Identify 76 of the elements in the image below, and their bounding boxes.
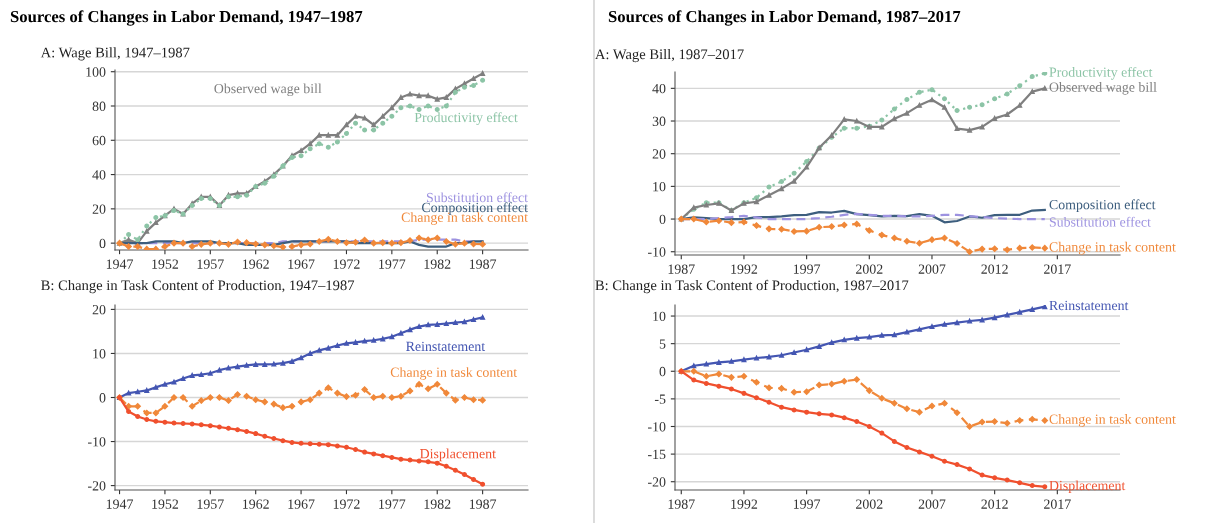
y-tick-label: 10 [653, 311, 666, 321]
chart-subtitle: A: Wage Bill, 1987–2017 [595, 48, 744, 63]
series-label: Observed wage bill [1049, 82, 1157, 95]
x-tick-label: 1992 [731, 264, 758, 274]
x-tick-label: 2002 [856, 499, 883, 509]
series-label: Displacement [420, 448, 496, 462]
y-tick-label: 60 [92, 135, 106, 146]
y-tick-label: 20 [652, 149, 666, 159]
series-label: Substitution effect [1049, 216, 1151, 227]
x-tick-label: 1977 [379, 499, 406, 509]
x-tick-label: 1972 [333, 259, 360, 269]
x-tick-label: 2007 [918, 499, 946, 509]
x-tick-label: 2017 [1044, 264, 1071, 274]
x-tick-label: 1952 [152, 499, 179, 509]
y-tick-label: 10 [93, 349, 106, 359]
chart-subtitle: B: Change in Task Content of Production, 1987–2017 [595, 279, 909, 294]
y-tick-label: 5 [659, 339, 666, 349]
chart-title: Sources of Changes in Labor Demand, 1987–2017 [608, 10, 961, 26]
x-tick-label: 1987 [668, 499, 695, 509]
y-tick-label: 30 [652, 116, 666, 126]
x-tick-label: 1977 [379, 259, 406, 269]
y-tick-label: 0 [99, 238, 106, 249]
x-tick-label: 2002 [856, 264, 883, 274]
y-tick-label: 20 [92, 304, 106, 315]
y-tick-label: 80 [92, 101, 106, 111]
x-tick-label: 1987 [469, 259, 497, 269]
y-tick-label: 40 [652, 83, 666, 94]
x-tick-label: 1967 [288, 499, 315, 509]
y-tick-label: 0 [659, 366, 666, 377]
chart-subtitle: A: Wage Bill, 1947–1987 [40, 47, 190, 61]
y-tick-label: -20 [87, 481, 106, 491]
y-tick-label: 40 [92, 170, 106, 180]
y-tick-label: 20 [92, 204, 106, 214]
y-tick-label: -20 [647, 477, 666, 487]
x-tick-label: 1947 [106, 499, 134, 509]
series-label: Change in task content [1049, 241, 1176, 255]
y-tick-label: -15 [647, 449, 666, 460]
series-label: Productivity effect [414, 112, 518, 125]
x-tick-label: 1967 [288, 259, 315, 269]
series-label: Displacement [1049, 480, 1126, 493]
series-label: Composition effect [1049, 199, 1156, 213]
x-tick-label: 2012 [981, 264, 1008, 274]
x-tick-label: 1987 [668, 264, 695, 274]
x-tick-label: 2007 [918, 264, 946, 274]
y-tick-label: 0 [659, 214, 666, 225]
text: Substitution effect [426, 192, 528, 203]
y-tick-label: -10 [647, 247, 666, 257]
chart-title: Sources of Changes in Labor Demand, 1947–1987 [10, 10, 363, 26]
x-tick-label: 1952 [152, 259, 179, 269]
x-tick-label: 1982 [424, 499, 451, 509]
x-tick-label: 1957 [197, 499, 224, 509]
x-tick-label: 1997 [793, 264, 821, 274]
series-label: Change in task content [1049, 414, 1176, 427]
y-tick-label: -5 [654, 394, 666, 404]
series-label: Productivity effect [1049, 66, 1153, 80]
chart-subtitle: B: Change in Task Content of Production, 1947–1987 [41, 279, 355, 294]
series-label: Reinstatement [406, 341, 486, 352]
x-tick-label: 1957 [197, 259, 224, 269]
x-tick-label: 1987 [469, 499, 497, 509]
x-tick-label: 1947 [106, 259, 134, 269]
x-tick-label: 1962 [243, 259, 269, 269]
x-tick-label: 1972 [333, 499, 360, 509]
y-tick-label: -10 [647, 422, 666, 432]
series-label: Change in task content [390, 367, 518, 380]
text: Observed wage bill [214, 83, 322, 97]
x-tick-label: 1992 [731, 499, 758, 509]
y-tick-label: 10 [653, 181, 666, 192]
x-tick-label: 2017 [1044, 499, 1071, 509]
x-tick-label: 1982 [424, 259, 451, 269]
x-tick-label: 1997 [793, 499, 821, 509]
y-tick-label: 0 [99, 393, 106, 403]
y-tick-label: -10 [87, 437, 106, 447]
series-label: Reinstatement [1049, 300, 1129, 311]
y-tick-label: 100 [86, 67, 106, 77]
x-tick-label: 1962 [243, 499, 269, 509]
x-tick-label: 2012 [981, 499, 1008, 509]
